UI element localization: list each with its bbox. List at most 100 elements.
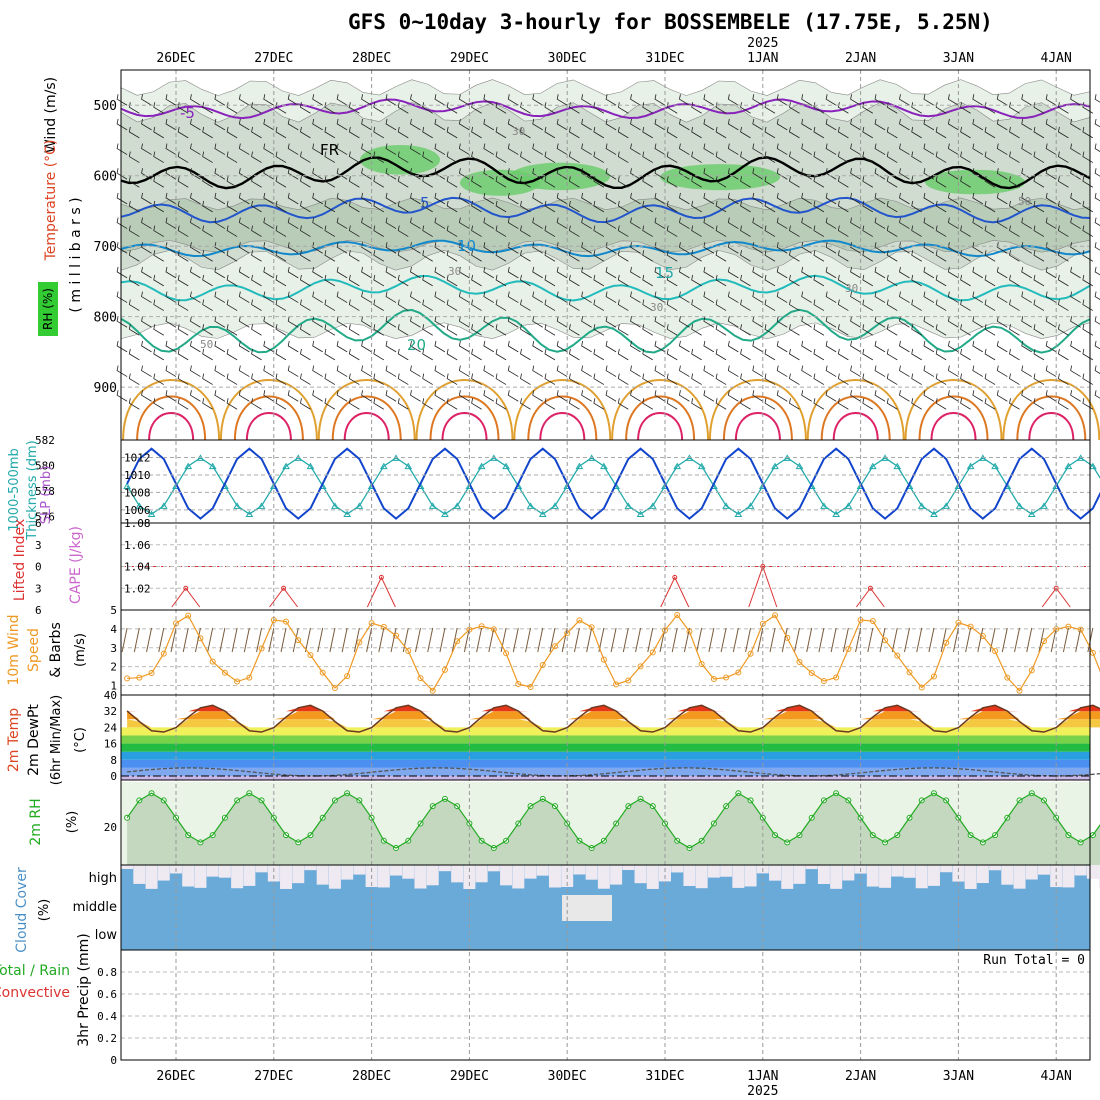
wind-barb <box>1009 348 1020 361</box>
wind-barb <box>495 324 507 336</box>
wind-barb <box>190 168 201 180</box>
wind-barb <box>116 143 128 155</box>
wind-barb <box>1070 365 1081 377</box>
wind-barb <box>324 324 336 336</box>
wind-barb <box>410 192 421 205</box>
thickness-point <box>355 502 364 509</box>
wind-barb <box>507 118 519 131</box>
warm-isotherm-arch <box>637 412 684 441</box>
wind-barb <box>715 225 727 237</box>
wind-barb <box>483 143 495 155</box>
wind-barb <box>263 390 275 402</box>
wind-barb <box>593 250 605 262</box>
wind-barb <box>1033 373 1045 385</box>
warm-isotherm-arch <box>820 395 891 441</box>
year-label-bottom: 2025 <box>747 1084 778 1099</box>
wind-barb <box>630 291 641 303</box>
wind-barb <box>507 192 519 205</box>
wind-barb <box>410 316 421 328</box>
wind-barb <box>116 118 128 131</box>
wind-barb <box>275 200 287 213</box>
panel-label-cloud_unit: (%) <box>37 899 52 922</box>
wind-barb <box>630 390 641 402</box>
wind-point <box>943 639 950 646</box>
wind-barb <box>268 627 275 653</box>
wind-barb <box>128 126 140 139</box>
wind-barb <box>202 225 213 237</box>
wind-barb <box>715 348 727 361</box>
thickness-point <box>428 502 437 509</box>
wind-barb <box>630 94 641 106</box>
y-tick-label: 700 <box>94 240 117 255</box>
wind-barb <box>190 316 201 328</box>
lifted-index-panel <box>121 522 1090 608</box>
warm-isotherm-arch <box>122 379 221 441</box>
wind-barb <box>397 200 409 213</box>
wind-barb <box>410 118 421 131</box>
wind-barb <box>789 274 800 287</box>
wind-barb <box>434 118 446 131</box>
wind-barb <box>757 627 764 653</box>
wind-barb <box>1009 324 1020 336</box>
cloud-gap-high <box>500 865 513 886</box>
wind-barb <box>544 200 556 213</box>
wind-barb <box>512 627 519 653</box>
wind-point <box>772 612 779 619</box>
wind-barb <box>202 151 213 163</box>
wind-barb <box>133 627 140 653</box>
wind-barb <box>740 200 751 213</box>
wind-barb <box>886 200 898 213</box>
wind-barb <box>1094 365 1100 374</box>
warm-isotherm-arch <box>343 412 390 441</box>
wind-barb <box>715 151 727 163</box>
wind-barb <box>373 348 385 361</box>
wind-barb <box>520 348 531 361</box>
wind-barb <box>446 324 458 336</box>
wind-barb <box>813 324 825 336</box>
wind-barb <box>617 324 629 336</box>
wind-barb <box>654 242 666 254</box>
wind-barb <box>1009 373 1020 385</box>
wind-barb <box>190 390 201 402</box>
wind-barb <box>899 340 910 353</box>
wind-barb <box>605 340 617 353</box>
wind-barb <box>341 627 348 653</box>
wind-barb <box>801 316 812 328</box>
wind-barb <box>165 143 177 155</box>
wind-barb <box>1045 266 1057 279</box>
wind-barb <box>544 151 556 163</box>
wind-point <box>979 633 986 640</box>
wind-barb <box>947 340 959 353</box>
wind-barb <box>972 390 984 402</box>
temp-hot-fill <box>127 719 1100 728</box>
isotherm-label: FR <box>320 141 339 159</box>
wind-barb <box>727 118 739 131</box>
wind-barb <box>837 348 849 361</box>
wind-barb <box>752 340 764 353</box>
cloud-gap-high <box>157 865 170 881</box>
wind-barb <box>850 94 861 106</box>
wind-barb <box>556 390 568 402</box>
wind-barb <box>617 225 629 237</box>
wind-barb <box>361 118 372 131</box>
wind-barb <box>275 176 287 188</box>
wind-barb <box>556 365 568 377</box>
wind-barb <box>886 102 898 114</box>
wind-barb <box>1057 299 1069 311</box>
wind-barb <box>996 390 1008 402</box>
wind-barb <box>923 266 935 279</box>
wind-barb <box>1026 627 1033 653</box>
wind-barb <box>862 274 874 287</box>
wind-barb <box>715 102 727 114</box>
wind-barb <box>153 200 164 213</box>
thickness-point <box>404 462 413 470</box>
wind-barb <box>141 118 152 131</box>
wind-barb <box>568 250 580 262</box>
wind-barb <box>1057 200 1069 213</box>
wind-barb <box>740 250 751 262</box>
date-label-bottom: 2JAN <box>845 1069 876 1084</box>
cloud-gap-high <box>328 865 341 889</box>
wind-barb <box>691 274 702 287</box>
wind-barb <box>390 627 397 653</box>
wind-barb <box>605 390 617 402</box>
